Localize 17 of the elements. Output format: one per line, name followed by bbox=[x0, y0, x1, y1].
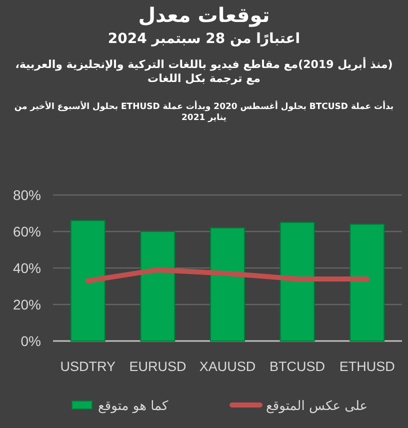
y-tick-label: 20% bbox=[12, 296, 41, 312]
x-tick-label: XAUUSD bbox=[199, 359, 256, 374]
legend-label: كما هو متوقع bbox=[98, 399, 170, 414]
y-tick-label: 0% bbox=[20, 333, 41, 349]
annotation: (منذ أبريل 2019)مع مقاطع فيديو باللغات التركية والإنجليزية والعربية، مع ترجمة بكل اللغات bbox=[14, 58, 394, 86]
legend-label: على عكس المتوقع bbox=[266, 399, 368, 414]
title: توقعات معدل bbox=[137, 2, 271, 28]
x-tick-label: ETHUSD bbox=[339, 359, 396, 374]
y-tick-label: 80% bbox=[12, 187, 41, 203]
x-tick-label: EURUSD bbox=[129, 359, 186, 374]
y-tick-label: 60% bbox=[12, 224, 41, 240]
x-tick-label: BTCUSD bbox=[270, 359, 326, 374]
annotation: بدأت عملة BTCUSD بحلول أغسطس 2020 وبدأت عملة ETHUSD بحلول الأسبوع الأخير من يناير 2021 bbox=[13, 102, 395, 124]
subtitle: اعتبارًا من 28 سبتمبر 2024 bbox=[106, 30, 302, 48]
y-tick-label: 40% bbox=[12, 260, 41, 276]
x-tick-label: USDTRY bbox=[60, 359, 116, 374]
legend: كما هو متوقع على عكس المتوقع bbox=[72, 399, 368, 414]
